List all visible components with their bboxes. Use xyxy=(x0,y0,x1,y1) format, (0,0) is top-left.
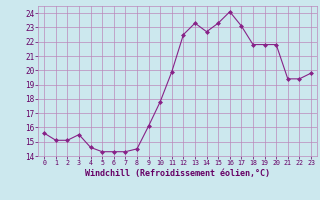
X-axis label: Windchill (Refroidissement éolien,°C): Windchill (Refroidissement éolien,°C) xyxy=(85,169,270,178)
